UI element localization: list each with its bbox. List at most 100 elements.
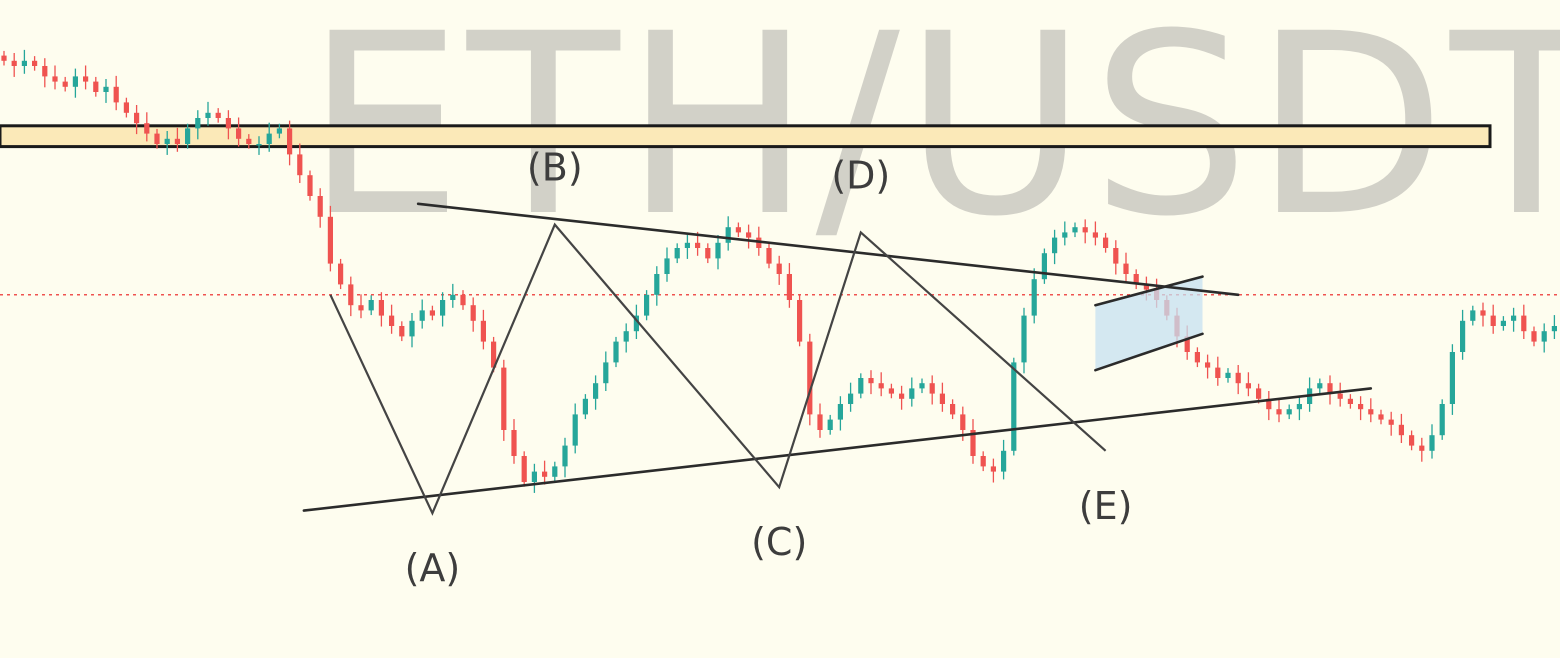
candle-body — [715, 242, 721, 259]
triangle-lower-trendline — [302, 387, 1373, 512]
candle-body — [236, 128, 242, 139]
candle-body — [1123, 263, 1129, 274]
candle-body — [1001, 450, 1007, 472]
candle-body — [899, 393, 905, 399]
candle-body — [470, 305, 476, 321]
candle-body — [450, 294, 456, 300]
candle-body — [389, 315, 395, 326]
candle-body — [776, 263, 782, 274]
bull-flag-channel — [1095, 276, 1203, 371]
wave-label: (B) — [527, 146, 583, 190]
candle-body — [1439, 404, 1445, 436]
candle-body — [338, 263, 344, 285]
candle-body — [695, 242, 701, 248]
candle-body — [1368, 409, 1374, 415]
candle-body — [705, 248, 711, 259]
candle-body — [1317, 383, 1323, 389]
candle-body — [562, 445, 568, 467]
candle-body — [480, 320, 486, 342]
candle-body — [1429, 435, 1435, 451]
wave-label: (C) — [751, 520, 807, 564]
candle-body — [848, 393, 854, 404]
candle-body — [960, 414, 966, 430]
candle-body — [154, 133, 160, 144]
candle-body — [11, 60, 17, 66]
candle-body — [807, 341, 813, 415]
candle-body — [1409, 435, 1415, 446]
candle-body — [317, 196, 323, 217]
candle-body — [1398, 424, 1404, 436]
candle-body — [980, 456, 986, 467]
candle-body — [164, 138, 170, 144]
candle-body — [909, 388, 915, 399]
candle-body — [32, 60, 38, 66]
candle-body — [603, 362, 609, 384]
candle-body — [827, 419, 833, 430]
candle-body — [113, 86, 119, 103]
candle-body — [1031, 279, 1037, 316]
candle-body — [1511, 315, 1517, 321]
candle-body — [684, 242, 690, 248]
candle-body — [429, 310, 435, 316]
candle-body — [542, 471, 548, 477]
candle-body — [746, 232, 752, 238]
candle-body — [1358, 404, 1364, 410]
candle-body — [919, 383, 925, 389]
candle-body — [1194, 352, 1200, 363]
candle-body — [1296, 404, 1302, 410]
wave-label: (A) — [405, 546, 461, 590]
candle-body — [1541, 331, 1547, 342]
candle-body — [266, 133, 272, 144]
candle-body — [491, 341, 497, 368]
candle-body — [531, 471, 537, 482]
candle-body — [195, 118, 201, 129]
candle-body — [205, 112, 211, 118]
candle-body — [1103, 237, 1109, 248]
candle-body — [72, 76, 78, 87]
wave-label: (D) — [831, 153, 890, 197]
candle-body — [1286, 409, 1292, 415]
candle-body — [276, 128, 282, 134]
candle-body — [1021, 315, 1027, 363]
candle-body — [1052, 237, 1058, 254]
candle-body — [1256, 388, 1262, 399]
wave-labels-layer: (A) (B) (C) (D) (E) — [405, 146, 1133, 591]
wave-path-line — [329, 222, 1107, 516]
candle-body — [1480, 310, 1486, 316]
candle-body — [582, 398, 588, 415]
candle-body — [1531, 331, 1537, 342]
candle-body — [868, 378, 874, 384]
candle-body — [1419, 445, 1425, 451]
resistance-zone — [0, 124, 1492, 149]
candle-body — [52, 76, 58, 82]
candle-body — [674, 248, 680, 259]
candle-body — [215, 112, 221, 118]
candle-body — [644, 294, 650, 316]
candle-body — [990, 466, 996, 472]
candle-body — [327, 216, 333, 264]
candle-body — [1225, 372, 1231, 378]
candle-body — [1184, 336, 1190, 352]
candle-body — [858, 378, 864, 394]
candle-body — [378, 300, 384, 316]
candle-body — [1378, 414, 1384, 420]
candle-body — [174, 138, 180, 144]
candle-body — [1266, 398, 1272, 410]
candle-body — [103, 86, 109, 92]
candle-body — [460, 294, 466, 306]
candle-body — [246, 138, 252, 144]
candle-body — [613, 341, 619, 363]
candle-body — [83, 76, 89, 82]
candle-body — [1215, 367, 1221, 378]
candle-body — [939, 393, 945, 404]
candle-body — [440, 300, 446, 316]
candle-body — [287, 128, 293, 155]
candle-body — [1245, 383, 1251, 389]
candle-body — [62, 81, 68, 87]
candle-body — [593, 383, 599, 399]
candle-body — [950, 404, 956, 415]
candle-body — [1388, 419, 1394, 425]
candle-body — [1041, 253, 1047, 280]
